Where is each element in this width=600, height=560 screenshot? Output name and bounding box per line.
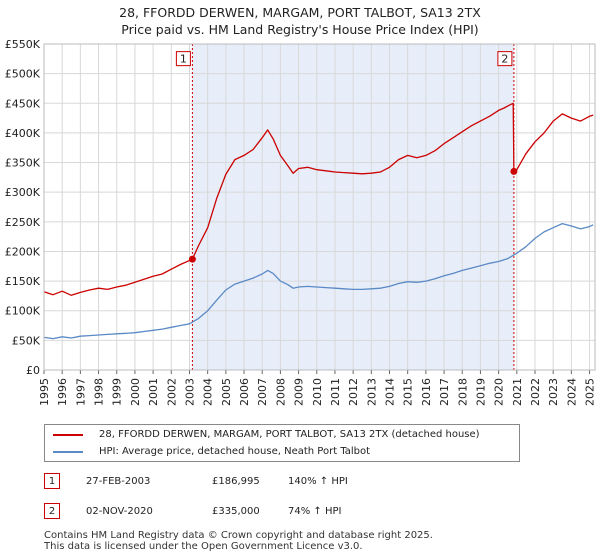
y-tick-label: £550K bbox=[5, 38, 41, 51]
x-tick-label: 2013 bbox=[365, 378, 378, 406]
x-tick-label: 2017 bbox=[438, 378, 451, 406]
sale-point bbox=[188, 255, 196, 263]
sale-marker-label: 2 bbox=[501, 53, 508, 66]
legend-label-hpi: HPI: Average price, detached house, Neat… bbox=[99, 446, 371, 457]
y-tick-label: £400K bbox=[5, 127, 41, 140]
y-tick-label: £200K bbox=[5, 245, 41, 258]
x-tick-label: 2012 bbox=[347, 378, 360, 406]
y-tick-label: £150K bbox=[5, 275, 41, 288]
price-chart: 1 2 1995 1996 1997 1998 1999 2000 2001 2002 2003 2… bbox=[5, 38, 597, 406]
sale-price: £335,000 bbox=[212, 506, 260, 517]
sale-price: £186,995 bbox=[212, 476, 260, 487]
y-tick-label: £300K bbox=[5, 186, 41, 199]
y-tick-label: £350K bbox=[5, 157, 41, 170]
footer-copyright: Contains HM Land Registry data © Crown c… bbox=[44, 530, 433, 541]
y-tick-label: £450K bbox=[5, 97, 41, 110]
sale-marker-box bbox=[175, 51, 191, 67]
sale-hpi-change: 74% ↑ HPI bbox=[288, 506, 342, 517]
x-tick-label: 2008 bbox=[274, 378, 287, 406]
plot-frame bbox=[43, 43, 596, 371]
subtitle-line: Price paid vs. HM Land Registry's House … bbox=[121, 22, 479, 37]
x-tick-label: 1996 bbox=[56, 378, 69, 406]
sale-date: 02-NOV-2020 bbox=[86, 506, 153, 517]
sale-hpi-change: 140% ↑ HPI bbox=[288, 476, 348, 487]
legend-swatch-hpi bbox=[53, 451, 83, 453]
x-tick-label: 1997 bbox=[74, 378, 87, 406]
x-tick-label: 2007 bbox=[256, 378, 269, 406]
sale-marker-label: 1 bbox=[180, 53, 187, 66]
x-tick-label: 2002 bbox=[165, 378, 178, 406]
y-tick-label: £500K bbox=[5, 68, 41, 81]
x-tick-label: 2022 bbox=[529, 378, 542, 406]
x-tick-label: 2009 bbox=[293, 378, 306, 406]
x-tick-label: 1995 bbox=[38, 378, 51, 406]
legend-swatch-property bbox=[53, 434, 83, 436]
footer: Contains HM Land Registry data © Crown c… bbox=[44, 530, 433, 552]
hpi-line bbox=[43, 222, 594, 340]
x-tick-label: 2020 bbox=[493, 378, 506, 406]
title-line: 28, FFORDD DERWEN, MARGAM, PORT TALBOT, … bbox=[119, 5, 481, 20]
sale-number-badge: 1 bbox=[44, 473, 60, 489]
x-tick-label: 2000 bbox=[129, 378, 142, 406]
x-tick-label: 2021 bbox=[511, 378, 524, 406]
y-tick-label: £100K bbox=[5, 305, 41, 318]
x-tick-label: 2003 bbox=[183, 378, 196, 406]
x-tick-label: 2005 bbox=[220, 378, 233, 406]
property-price-line bbox=[43, 102, 594, 296]
sale-marker-box bbox=[497, 51, 513, 67]
x-tick-label: 2025 bbox=[584, 378, 597, 406]
y-tick-label: £0 bbox=[26, 364, 40, 377]
x-tick-label: 2023 bbox=[547, 378, 560, 406]
x-tick-label: 2016 bbox=[420, 378, 433, 406]
x-tick-label: 2006 bbox=[238, 378, 251, 406]
x-tick-label: 2024 bbox=[565, 378, 578, 406]
sale-date: 27-FEB-2003 bbox=[86, 476, 151, 487]
legend-label-property: 28, FFORDD DERWEN, MARGAM, PORT TALBOT, … bbox=[99, 429, 480, 440]
x-tick-label: 2015 bbox=[402, 378, 415, 406]
x-tick-label: 2018 bbox=[456, 378, 469, 406]
x-tick-label: 2001 bbox=[147, 378, 160, 406]
chart-title: 28, FFORDD DERWEN, MARGAM, PORT TALBOT, … bbox=[0, 4, 600, 38]
x-tick-label: 1999 bbox=[111, 378, 124, 406]
legend: 28, FFORDD DERWEN, MARGAM, PORT TALBOT, … bbox=[44, 424, 520, 462]
x-tick-label: 2004 bbox=[202, 378, 215, 406]
sale-number-badge: 2 bbox=[44, 503, 60, 519]
x-tick-label: 2019 bbox=[474, 378, 487, 406]
sale-point bbox=[510, 167, 518, 175]
footer-licence: This data is licensed under the Open Gov… bbox=[44, 541, 363, 552]
y-tick-label: £250K bbox=[5, 216, 41, 229]
y-tick-label: £50K bbox=[12, 334, 41, 347]
x-tick-label: 2014 bbox=[384, 378, 397, 406]
x-tick-label: 2010 bbox=[311, 378, 324, 406]
x-tick-label: 1998 bbox=[93, 378, 106, 406]
x-tick-label: 2011 bbox=[329, 378, 342, 406]
